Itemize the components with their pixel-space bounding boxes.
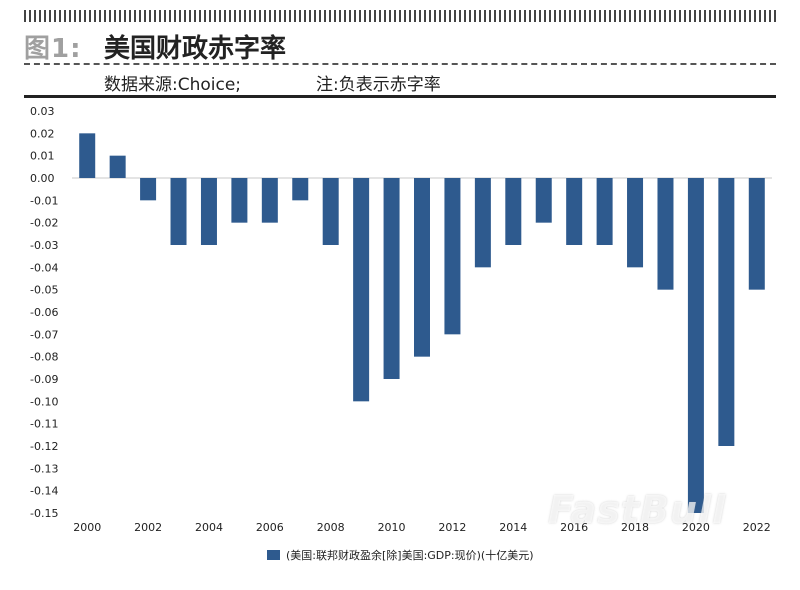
y-tick-label: -0.02 (30, 217, 58, 230)
y-tick-label: -0.09 (30, 373, 58, 386)
y-tick-label: 0.02 (30, 127, 55, 140)
x-tick-label: 2020 (682, 521, 710, 534)
bar-2013 (474, 178, 491, 268)
figure-title: 美国财政赤字率 (104, 34, 287, 64)
y-tick-label: -0.13 (30, 462, 58, 475)
bar-2009 (353, 178, 370, 402)
bar-2001 (109, 155, 126, 178)
figure-note: 注:负表示赤字率 (316, 75, 441, 95)
top-dashed-border (24, 10, 776, 22)
bar-2006 (261, 178, 278, 223)
y-tick-label: -0.07 (30, 328, 58, 341)
y-tick-label: -0.14 (30, 485, 58, 498)
bar-2017 (596, 178, 613, 245)
y-tick-label: -0.15 (30, 507, 58, 520)
bar-2012 (444, 178, 461, 335)
bar-2007 (292, 178, 309, 201)
x-tick-label: 2022 (743, 521, 771, 534)
bar-2014 (505, 178, 522, 245)
legend-label: (美国:联邦财政盈余[除]美国:GDP:现价)(十亿美元) (286, 548, 534, 562)
y-tick-label: -0.03 (30, 239, 58, 252)
bar-2002 (140, 178, 157, 201)
x-tick-label: 2018 (621, 521, 649, 534)
x-tick-label: 2002 (134, 521, 162, 534)
bar-2005 (231, 178, 248, 223)
x-tick-label: 2010 (378, 521, 406, 534)
bar-2020 (687, 178, 704, 513)
y-tick-label: -0.11 (30, 418, 58, 431)
x-tick-label: 2012 (438, 521, 466, 534)
y-tick-label: 0.01 (30, 150, 55, 163)
figure-label: 图1: (24, 34, 82, 64)
legend-swatch (267, 550, 280, 560)
x-tick-label: 2016 (560, 521, 588, 534)
y-tick-label: -0.05 (30, 284, 58, 297)
bar-2022 (748, 178, 765, 290)
bar-2011 (414, 178, 430, 357)
bar-2018 (627, 178, 644, 268)
bar-2000 (79, 133, 96, 178)
y-tick-label: -0.01 (30, 194, 58, 207)
bar-2015 (535, 178, 552, 223)
x-tick-label: 2000 (73, 521, 101, 534)
header-rule (24, 95, 776, 98)
bar-2019 (657, 178, 674, 290)
dashed-separator (24, 63, 776, 65)
bar-2021 (718, 178, 735, 446)
x-tick-label: 2008 (317, 521, 345, 534)
x-tick-label: 2006 (256, 521, 284, 534)
bar-2016 (566, 178, 583, 245)
bar-2003 (170, 178, 187, 245)
y-tick-label: 0.03 (30, 105, 55, 118)
y-tick-label: -0.06 (30, 306, 58, 319)
y-tick-label: -0.08 (30, 351, 58, 364)
y-tick-label: 0.00 (30, 172, 55, 185)
bar-2010 (383, 178, 400, 379)
watermark: FastBull (548, 488, 727, 532)
y-tick-label: -0.04 (30, 261, 58, 274)
bar-2008 (322, 178, 339, 245)
y-tick-label: -0.12 (30, 440, 58, 453)
x-tick-label: 2004 (195, 521, 223, 534)
x-tick-label: 2014 (499, 521, 527, 534)
data-source: 数据来源:Choice; (104, 75, 242, 95)
bar-2004 (200, 178, 217, 245)
y-tick-label: -0.10 (30, 395, 58, 408)
